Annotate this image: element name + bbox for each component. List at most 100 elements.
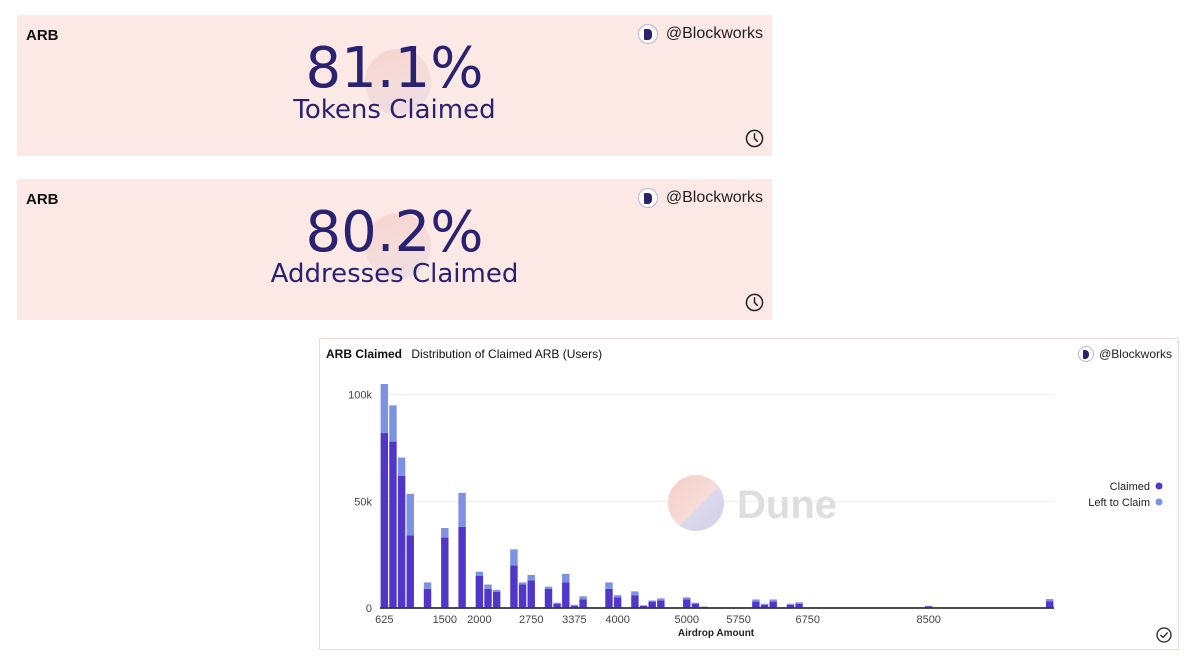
bar-left-to-claim (527, 574, 535, 581)
bar-claimed (605, 588, 613, 608)
legend-marker (1155, 482, 1163, 490)
bar-left-to-claim (380, 384, 389, 434)
bar-left-to-claim (657, 598, 665, 601)
bar-claimed (406, 535, 414, 608)
brand-link[interactable]: @Blockworks (637, 24, 763, 44)
brand-link[interactable]: @Blockworks (637, 188, 763, 208)
bar-left-to-claim (484, 584, 492, 589)
bar-left-to-claim (639, 605, 648, 606)
y-tick-label: 0 (366, 603, 372, 615)
chart-header: ARB Claimed Distribution of Claimed ARB … (326, 347, 602, 361)
bar-claimed (562, 582, 570, 608)
bar-claimed (544, 588, 553, 608)
clock-icon[interactable] (745, 129, 764, 148)
y-tick-label: 100k (348, 390, 372, 402)
bar-left-to-claim (397, 457, 406, 476)
check-circle-icon[interactable] (1156, 627, 1172, 643)
bar-claimed (1045, 601, 1054, 608)
bar-left-to-claim (769, 599, 777, 602)
bar-claimed (397, 475, 406, 608)
bar-left-to-claim (1045, 599, 1054, 602)
bar-left-to-claim (492, 589, 501, 592)
counter-label: ARB (26, 191, 59, 208)
bar-claimed (492, 592, 501, 608)
bar-left-to-claim (579, 596, 587, 600)
bar-claimed (795, 603, 803, 608)
bar-left-to-claim (389, 405, 397, 442)
bar-claimed (691, 603, 700, 608)
x-tick-label: 4000 (605, 614, 629, 626)
bar-claimed (786, 604, 795, 608)
blockworks-logo-icon (1078, 346, 1095, 362)
bar-claimed (380, 433, 389, 608)
bar-claimed (475, 576, 484, 608)
bar-left-to-claim (570, 604, 579, 606)
bar-left-to-claim (423, 582, 432, 589)
x-tick-label: 5750 (726, 614, 750, 626)
bar-claimed (441, 537, 449, 608)
bar-left-to-claim (518, 582, 527, 585)
x-tick-label: 5000 (675, 614, 699, 626)
bar-left-to-claim (605, 582, 613, 589)
clock-icon[interactable] (745, 293, 764, 312)
bar-claimed (613, 597, 622, 608)
x-tick-label: 2750 (519, 614, 543, 626)
bar-claimed (518, 584, 527, 608)
bar-claimed (527, 580, 535, 608)
bar-claimed (484, 588, 492, 608)
viz-title: Distribution of Claimed ARB (Users) (411, 347, 603, 361)
legend-label: Claimed (1110, 481, 1150, 493)
bar-left-to-claim (924, 605, 933, 607)
bar-left-to-claim (691, 602, 700, 604)
bar-left-to-claim (510, 549, 518, 566)
counter-value: 81.1% (305, 36, 484, 101)
blockworks-logo-icon (637, 188, 658, 208)
bar-left-to-claim (760, 603, 769, 605)
counter-label: ARB (26, 27, 59, 44)
x-tick-label: 2000 (467, 614, 491, 626)
brand-link[interactable]: @Blockworks (1078, 346, 1172, 362)
brand-name: @Blockworks (665, 25, 763, 42)
bar-left-to-claim (475, 571, 484, 576)
brand-name: @Blockworks (1099, 347, 1172, 361)
bar-claimed (760, 604, 769, 608)
bar-left-to-claim (441, 528, 449, 538)
bar-left-to-claim (683, 597, 691, 600)
dune-watermark-icon (365, 213, 431, 279)
x-tick-label: 625 (375, 614, 393, 626)
claimed-distribution-chart-panel: 0 50k 100k Dune 625 1500 2000 2750 3375 4000 5000 5… (319, 338, 1179, 650)
dune-watermark-icon (668, 475, 724, 531)
bar-claimed (657, 600, 665, 608)
bar-claimed (458, 526, 466, 608)
legend-label: Left to Claim (1088, 497, 1150, 509)
bar-left-to-claim (406, 493, 414, 536)
bar-left-to-claim (562, 573, 570, 583)
bar-left-to-claim (648, 600, 656, 602)
bar-claimed (752, 601, 760, 608)
counter-caption: Tokens Claimed (293, 95, 496, 125)
bar-claimed (570, 605, 579, 608)
bar-left-to-claim (786, 603, 795, 605)
bar-claimed (553, 603, 561, 608)
legend-marker (1155, 498, 1163, 506)
bar-left-to-claim (795, 602, 803, 604)
bar-claimed (510, 565, 518, 608)
counter-value: 80.2% (305, 200, 484, 265)
bar-claimed (769, 601, 777, 608)
bar-left-to-claim (544, 586, 553, 589)
blockworks-logo-icon (637, 24, 658, 44)
bar-claimed (423, 588, 432, 608)
bar-left-to-claim (613, 595, 622, 598)
tokens-claimed-counter: ARB @Blockworks 81.1% Tokens Claimed (17, 15, 772, 156)
bar-claimed (389, 441, 397, 608)
bar-left-to-claim (631, 591, 639, 596)
query-name[interactable]: ARB Claimed (326, 347, 403, 361)
x-axis-label: Airdrop Amount (678, 628, 755, 639)
dune-watermark-icon (365, 49, 431, 115)
y-tick-label: 50k (354, 496, 372, 508)
x-tick-label: 6750 (795, 614, 819, 626)
bar-claimed (683, 599, 691, 608)
bar-chart: 0 50k 100k Dune 625 1500 2000 2750 3375 4000 5000 5… (348, 384, 1163, 639)
bar-left-to-claim (553, 602, 561, 604)
dune-watermark-text: Dune (737, 483, 837, 527)
